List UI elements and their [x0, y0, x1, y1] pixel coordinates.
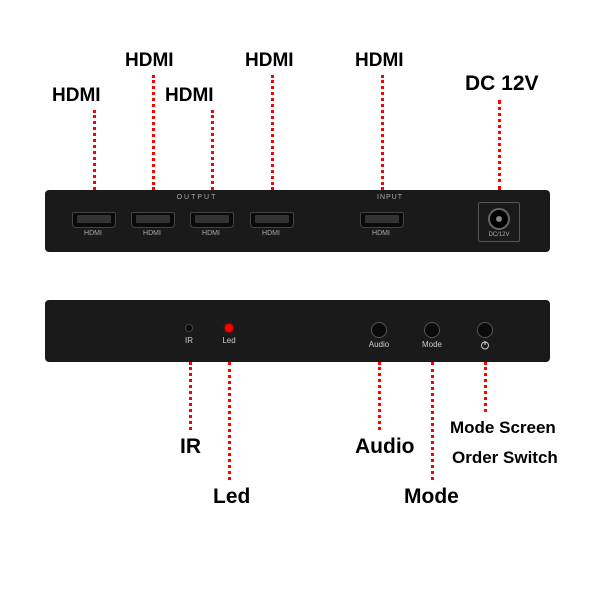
label-led: Led	[213, 485, 250, 509]
callout-line	[431, 362, 434, 480]
dc-label: DC/12V	[478, 232, 520, 238]
input-group-label: INPUT	[365, 194, 415, 201]
hdmi-output-port-2	[131, 212, 175, 228]
dc-power-jack	[488, 208, 510, 230]
callout-line	[484, 362, 487, 412]
status-led	[225, 324, 233, 332]
port-label: HDMI	[250, 230, 292, 237]
rear-panel: OUTPUT INPUT HDMI HDMI HDMI HDMI HDMI DC…	[45, 190, 550, 252]
mode-btn-label: Mode	[416, 340, 448, 349]
label-hdmi-1: HDMI	[52, 85, 101, 107]
audio-button[interactable]	[371, 322, 387, 338]
output-group-label: OUTPUT	[167, 194, 227, 201]
callout-line	[189, 362, 192, 430]
label-dc12v: DC 12V	[465, 72, 539, 96]
power-btn-icon	[473, 340, 497, 350]
mode-button[interactable]	[424, 322, 440, 338]
port-label: HDMI	[360, 230, 402, 237]
label-hdmi-5: HDMI	[355, 50, 404, 72]
port-label: HDMI	[72, 230, 114, 237]
label-hdmi-2: HDMI	[125, 50, 174, 72]
callout-line	[271, 75, 274, 190]
front-panel: IR Led Audio Mode	[45, 300, 550, 362]
hdmi-output-port-3	[190, 212, 234, 228]
label-mode: Mode	[404, 485, 459, 509]
hdmi-output-port-4	[250, 212, 294, 228]
label-order-switch: Order Switch	[452, 448, 558, 468]
callout-line	[498, 100, 501, 190]
port-label: HDMI	[190, 230, 232, 237]
callout-line	[228, 362, 231, 480]
hdmi-output-port-1	[72, 212, 116, 228]
port-label: HDMI	[131, 230, 173, 237]
led-label: Led	[217, 336, 241, 345]
hdmi-input-port	[360, 212, 404, 228]
callout-line	[378, 362, 381, 430]
callout-line	[152, 75, 155, 190]
ir-label: IR	[178, 336, 200, 345]
label-hdmi-4: HDMI	[245, 50, 294, 72]
callout-line	[211, 110, 214, 190]
label-ir: IR	[180, 435, 201, 459]
label-mode-screen: Mode Screen	[450, 418, 556, 438]
label-hdmi-3: HDMI	[165, 85, 214, 107]
audio-btn-label: Audio	[363, 340, 395, 349]
callout-line	[93, 110, 96, 190]
label-audio: Audio	[355, 435, 414, 459]
callout-line	[381, 75, 384, 190]
ir-receiver	[185, 324, 193, 332]
power-button[interactable]	[477, 322, 493, 338]
